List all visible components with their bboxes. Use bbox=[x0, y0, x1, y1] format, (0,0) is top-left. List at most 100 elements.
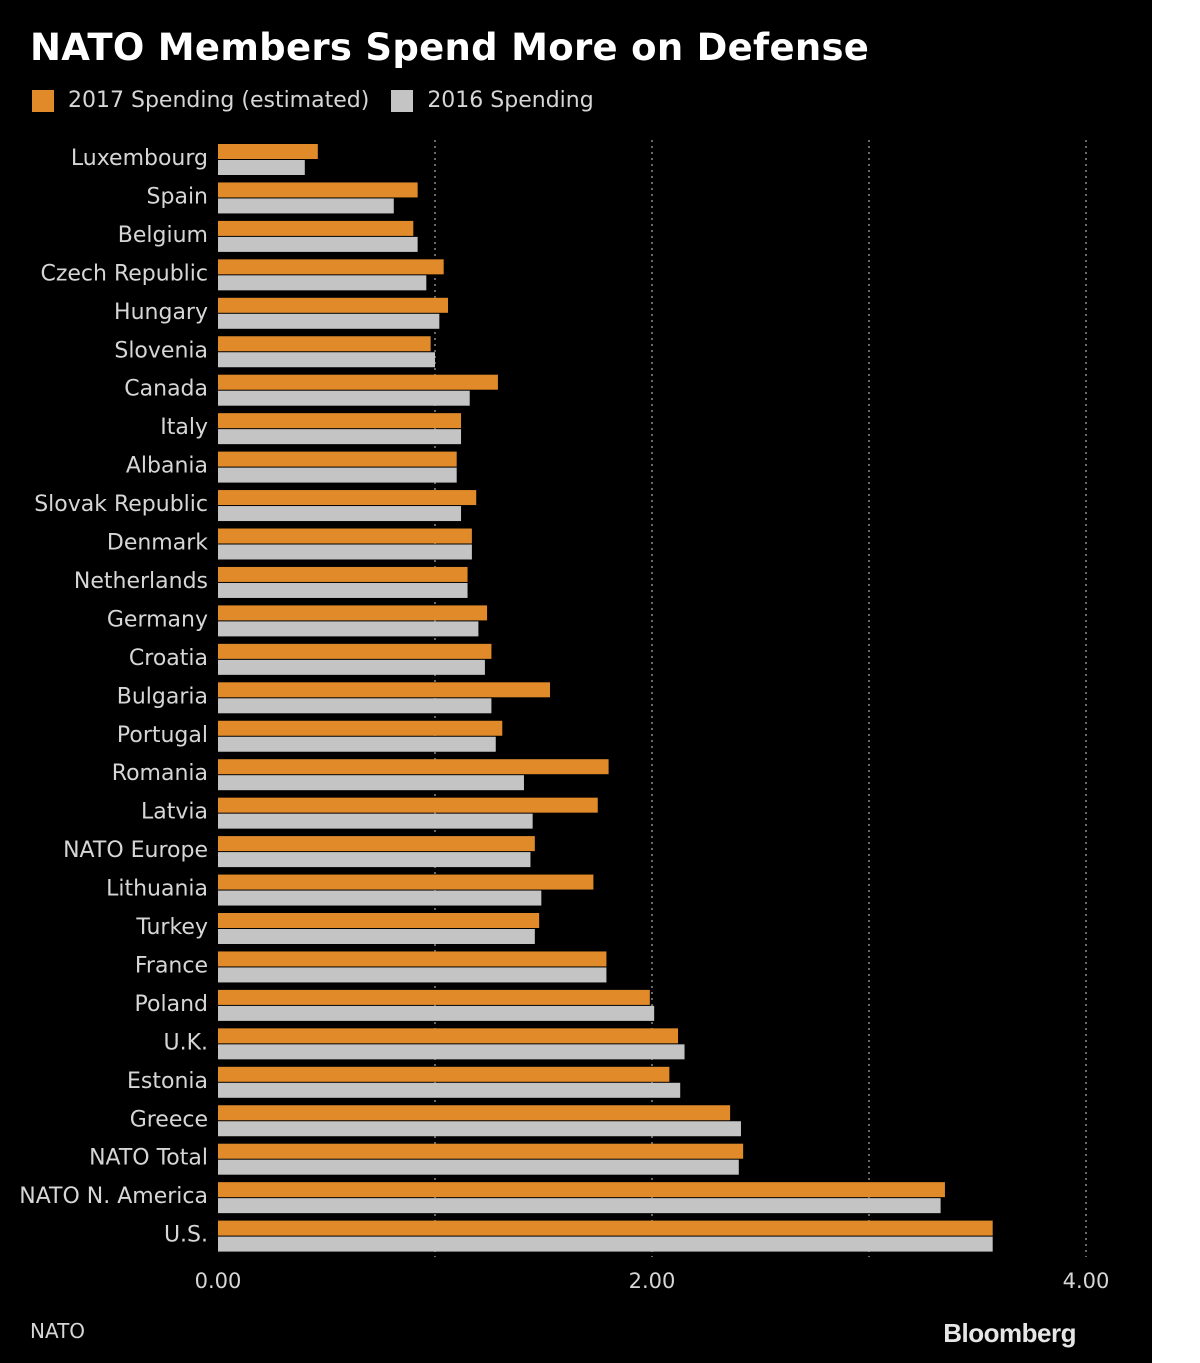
category-label: Spain bbox=[147, 184, 208, 209]
bar-2017 bbox=[218, 297, 449, 313]
bar-2017 bbox=[218, 1105, 731, 1121]
bar-2017 bbox=[218, 605, 488, 621]
category-label: Portugal bbox=[117, 723, 208, 748]
category-label: NATO Total bbox=[89, 1146, 208, 1171]
x-tick-label: 4.00 bbox=[1063, 1269, 1110, 1293]
category-label: Hungary bbox=[114, 300, 208, 325]
bar-2017 bbox=[218, 144, 318, 159]
bar-2017 bbox=[218, 1182, 945, 1198]
bar-2017 bbox=[218, 259, 444, 275]
category-label: U.K. bbox=[163, 1030, 208, 1055]
chart-panel: NATO Members Spend More on Defense 2017 … bbox=[0, 0, 1152, 1363]
legend-swatch-2017 bbox=[32, 89, 54, 112]
bar-2016 bbox=[218, 1121, 741, 1137]
bar-2016 bbox=[218, 1159, 739, 1175]
legend-item-2017: 2017 Spending (estimated) bbox=[32, 88, 369, 113]
bar-2017 bbox=[218, 643, 492, 659]
bar-2017 bbox=[218, 1220, 993, 1236]
category-label: Canada bbox=[124, 377, 208, 402]
bar-2016 bbox=[218, 582, 468, 598]
category-label: Slovenia bbox=[114, 338, 208, 363]
bar-2017 bbox=[218, 874, 594, 890]
bloomberg-logo: Bloomberg bbox=[943, 1318, 1076, 1348]
category-label: Germany bbox=[107, 607, 208, 632]
source-note: NATO bbox=[30, 1319, 86, 1343]
category-label: France bbox=[135, 953, 208, 978]
category-label: Luxembourg bbox=[71, 146, 208, 171]
category-label: Poland bbox=[135, 992, 208, 1017]
bar-2016 bbox=[218, 1198, 941, 1214]
category-label: Italy bbox=[160, 415, 208, 440]
bar-2016 bbox=[218, 698, 492, 714]
legend-swatch-2016 bbox=[391, 89, 414, 112]
category-label: Lithuania bbox=[106, 877, 208, 902]
legend: 2017 Spending (estimated) 2016 Spending bbox=[32, 88, 616, 113]
bar-2016 bbox=[218, 160, 305, 175]
category-label: Bulgaria bbox=[117, 684, 208, 709]
bar-chart: 0.00 2.00 4.00 Luxembourg Spain Belgium Czech … bbox=[19, 140, 1110, 1293]
bar-2016 bbox=[218, 813, 533, 829]
category-label: Estonia bbox=[127, 1069, 208, 1094]
bar-2016 bbox=[218, 659, 485, 675]
legend-item-2016: 2016 Spending bbox=[391, 88, 594, 113]
bar-2017 bbox=[218, 451, 457, 467]
bar-2017 bbox=[218, 1066, 670, 1082]
category-label: Denmark bbox=[107, 531, 208, 556]
bar-2017 bbox=[218, 759, 609, 775]
bar-2016 bbox=[218, 1082, 681, 1098]
bar-2016 bbox=[218, 736, 496, 752]
bar-2017 bbox=[218, 720, 503, 736]
category-label: Croatia bbox=[129, 646, 208, 671]
bar-2017 bbox=[218, 182, 418, 198]
legend-label-2017: 2017 Spending (estimated) bbox=[68, 88, 370, 113]
bar-2016 bbox=[218, 236, 418, 252]
bar-2016 bbox=[218, 467, 457, 483]
bar-2017 bbox=[218, 1028, 679, 1044]
bar-2017 bbox=[218, 836, 535, 852]
category-label: Romania bbox=[112, 761, 208, 786]
bar-2017 bbox=[218, 490, 477, 506]
bar-2016 bbox=[218, 1044, 685, 1060]
bar-2016 bbox=[218, 852, 531, 868]
bar-2016 bbox=[218, 621, 479, 637]
category-label: Albania bbox=[126, 454, 208, 479]
bar-2016 bbox=[218, 390, 470, 406]
bar-2016 bbox=[218, 929, 535, 944]
bar-2016 bbox=[218, 352, 435, 368]
bar-2017 bbox=[218, 797, 598, 813]
bar-2016 bbox=[218, 198, 394, 214]
bar-2017 bbox=[218, 374, 498, 390]
category-label: NATO N. America bbox=[19, 1184, 208, 1209]
category-label: U.S. bbox=[164, 1223, 208, 1248]
category-label: Czech Republic bbox=[40, 261, 208, 286]
category-label: Netherlands bbox=[74, 569, 208, 594]
bar-2017 bbox=[218, 566, 468, 582]
bar-2016 bbox=[218, 775, 524, 791]
category-label: Turkey bbox=[135, 915, 208, 940]
bar-2016 bbox=[218, 890, 542, 906]
bar-2016 bbox=[218, 429, 462, 445]
bar-2016 bbox=[218, 1005, 655, 1021]
bar-2017 bbox=[218, 413, 462, 429]
chart-title: NATO Members Spend More on Defense bbox=[30, 26, 870, 69]
x-tick-label: 0.00 bbox=[195, 1269, 242, 1293]
category-label: Latvia bbox=[141, 800, 208, 825]
bar-2017 bbox=[218, 220, 414, 236]
bar-2017 bbox=[218, 913, 540, 928]
bar-2016 bbox=[218, 313, 440, 329]
bar-2016 bbox=[218, 275, 427, 291]
bar-2017 bbox=[218, 951, 607, 967]
bar-2016 bbox=[218, 544, 472, 560]
bar-2017 bbox=[218, 336, 431, 352]
bar-2017 bbox=[218, 528, 472, 544]
bar-2017 bbox=[218, 1143, 744, 1159]
category-label: NATO Europe bbox=[63, 838, 208, 863]
category-label: Slovak Republic bbox=[34, 492, 208, 517]
bar-2016 bbox=[218, 1236, 993, 1252]
bar-2016 bbox=[218, 506, 462, 522]
category-label: Belgium bbox=[118, 223, 208, 248]
x-tick-label: 2.00 bbox=[629, 1269, 676, 1293]
category-label: Greece bbox=[130, 1107, 208, 1132]
legend-label-2016: 2016 Spending bbox=[427, 88, 594, 113]
bar-2016 bbox=[218, 967, 607, 983]
